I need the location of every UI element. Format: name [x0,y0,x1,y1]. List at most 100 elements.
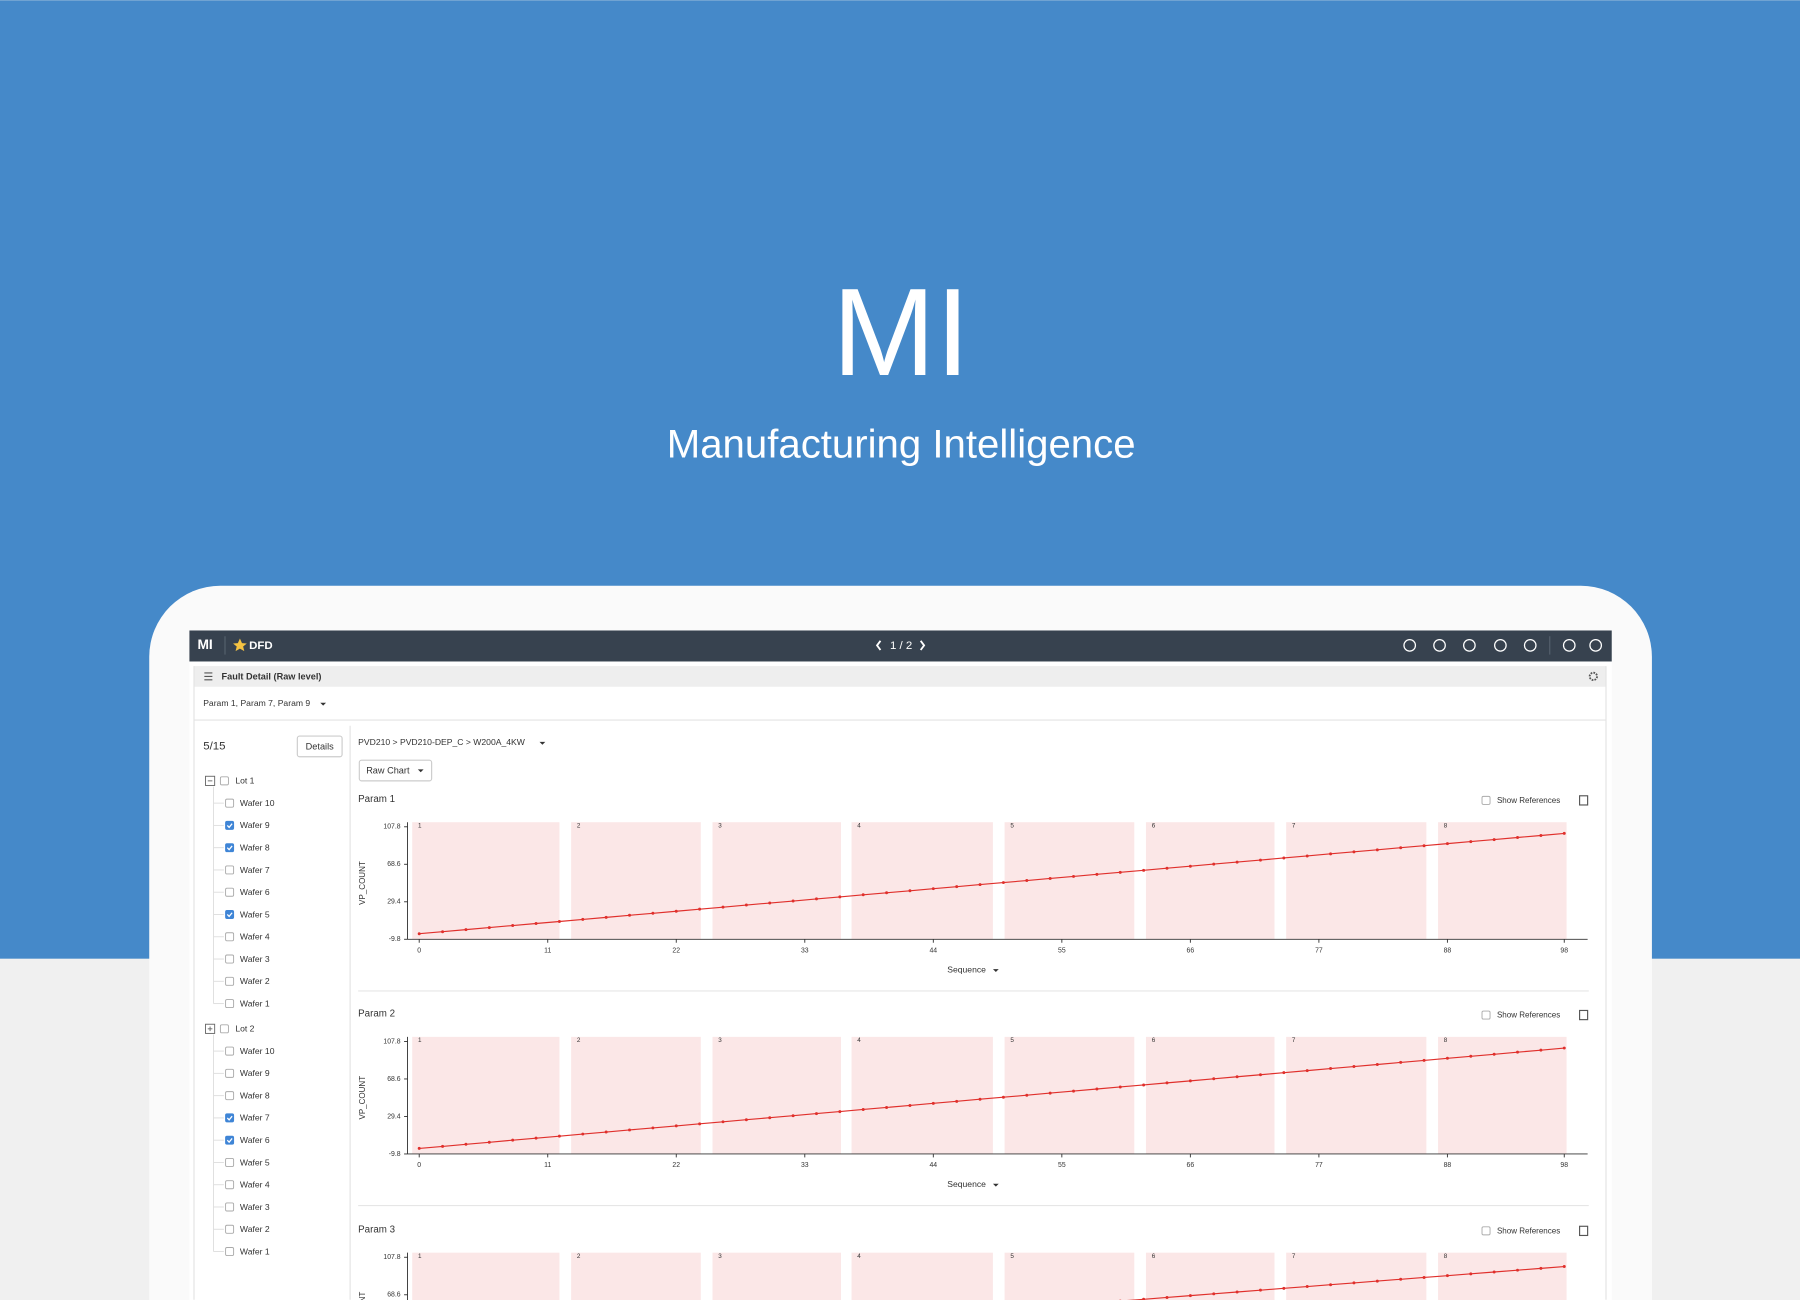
details-label[interactable]: Details [306,741,334,751]
wafer-checkbox[interactable] [225,1091,235,1101]
references-label[interactable]: Show References [1497,1227,1560,1236]
chart-mode[interactable]: Raw Chart [366,766,410,776]
chart-title: Param 3 [358,1224,395,1235]
nav-icon[interactable] [1494,639,1507,652]
data-point [1469,1272,1473,1276]
data-point [885,1105,889,1109]
data-point [1188,1294,1192,1298]
step-band [571,1036,701,1154]
x-axis-label[interactable]: Sequence [947,1179,986,1189]
step-band [851,1036,993,1154]
step-band [712,822,842,940]
references-checkbox[interactable] [1481,1010,1491,1020]
param-select[interactable]: Param 1, Param 7, Param 9 [203,698,310,708]
data-point [1025,879,1029,883]
nav-icon[interactable] [1463,639,1476,652]
caret [992,1183,999,1187]
breadcrumb[interactable]: PVD210 > PVD210-DEP_C > W200A_4KW [358,737,526,747]
data-point [978,1097,982,1101]
data-point [1516,1268,1520,1272]
wafer-checkbox[interactable] [225,1180,235,1190]
lot-checkbox[interactable] [219,1024,229,1034]
check-mark [226,1138,233,1144]
data-point [861,1107,865,1111]
nav-icon[interactable] [1523,639,1537,652]
references-label[interactable]: Show References [1497,796,1560,805]
data-point [1072,1089,1076,1093]
wafer-checkbox[interactable] [225,1247,235,1257]
references-checkbox[interactable] [1481,795,1491,805]
data-point [698,907,702,911]
wafer-checkbox[interactable] [225,1113,235,1123]
nav-icon[interactable] [1562,639,1576,652]
data-point [908,1103,912,1107]
data-point [744,903,748,907]
step-label: 5 [1010,1253,1014,1260]
lot-label: Lot 1 [235,776,254,786]
wafer-checkbox[interactable] [225,1157,235,1167]
menu-icon[interactable] [204,672,213,681]
x-tick-label: 22 [672,1162,680,1169]
wafer-checkbox[interactable] [225,954,235,964]
lot-checkbox[interactable] [219,776,229,786]
wafer-checkbox[interactable] [225,1068,235,1078]
table-icon[interactable] [1579,1009,1589,1021]
logo[interactable]: MI [197,637,212,652]
nav-icon[interactable] [1589,639,1603,652]
wafer-checkbox[interactable] [225,976,235,986]
step-label: 3 [718,1037,722,1044]
y-axis-label: VP_COUNT [358,1292,367,1300]
wafer-checkbox[interactable] [225,1135,235,1145]
check-mark [226,823,233,829]
data-point [581,1132,585,1136]
x-tick-label: 0 [417,1162,421,1169]
details-button[interactable] [296,735,343,758]
references-checkbox[interactable] [1481,1226,1491,1236]
selection-count: 5/15 [203,740,225,752]
data-point [1165,866,1169,870]
data-point [1329,1283,1333,1287]
data-point [1048,876,1052,880]
data-point [1516,836,1520,839]
data-point [1539,833,1543,837]
wafer-checkbox[interactable] [225,932,235,942]
step-band [712,1252,842,1300]
wafer-checkbox[interactable] [225,999,235,1009]
table-icon[interactable] [1579,1225,1589,1237]
next-button[interactable] [919,640,926,651]
data-point [1235,860,1239,864]
data-point [628,913,632,917]
x-axis-label[interactable]: Sequence [947,965,986,975]
step-label: 7 [1292,822,1296,829]
star-icon[interactable] [233,638,247,652]
wafer-checkbox[interactable] [225,820,235,830]
data-point [768,1116,772,1120]
data-point [1445,842,1449,846]
data-point [464,1142,468,1146]
wafer-checkbox[interactable] [225,798,235,808]
step-band [712,1036,842,1154]
wafer-checkbox[interactable] [225,865,235,875]
wafer-checkbox[interactable] [225,1224,235,1234]
data-point [1352,1281,1356,1285]
wafer-checkbox[interactable] [225,1202,235,1212]
wafer-label: Wafer 8 [240,1090,270,1100]
prev-button[interactable] [875,640,882,651]
nav-icon[interactable] [1403,639,1417,652]
data-point [838,1110,842,1114]
wafer-checkbox[interactable] [225,1046,235,1056]
wafer-checkbox[interactable] [225,887,235,897]
step-band [1438,1252,1567,1300]
wafer-checkbox[interactable] [225,910,235,919]
app-name[interactable]: DFD [249,640,273,652]
series-line [1126,1265,1565,1300]
settings-icon[interactable] [1588,671,1598,681]
chart-mode-button[interactable] [358,759,433,782]
wafer-checkbox[interactable] [225,843,235,853]
data-point [1282,1286,1286,1290]
nav-icon[interactable] [1433,639,1446,652]
table-icon[interactable] [1579,795,1589,806]
references-label[interactable]: Show References [1497,1011,1560,1020]
data-point [487,1140,491,1144]
